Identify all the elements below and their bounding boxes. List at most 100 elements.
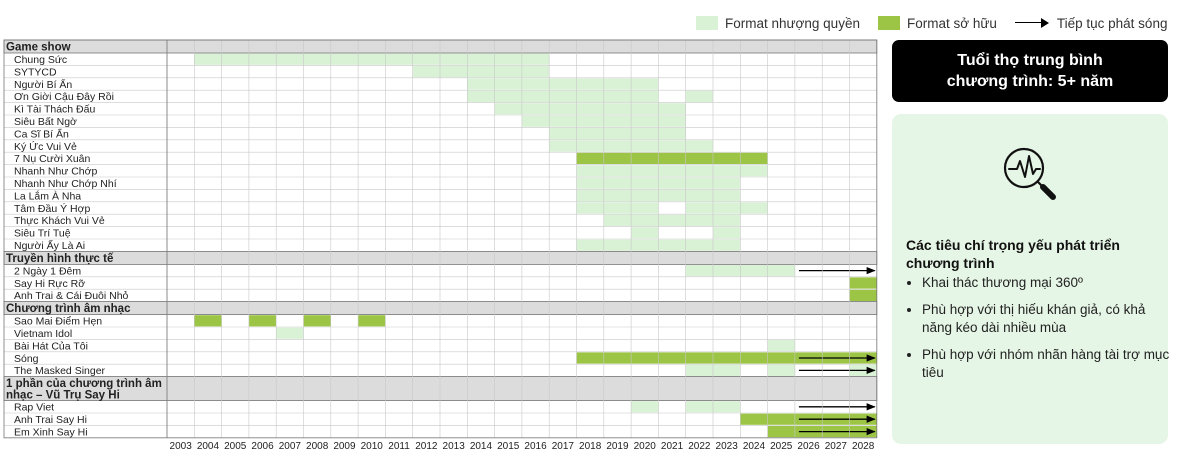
timeline-bar — [276, 327, 304, 339]
timeline-bar — [658, 214, 741, 226]
year-tick-label: 2023 — [716, 441, 739, 452]
year-tick-label: 2012 — [415, 441, 438, 452]
timeline-bar — [576, 239, 659, 251]
year-tick-label: 2006 — [251, 441, 274, 452]
timeline-bar — [849, 277, 877, 289]
row-label: Vietnam Idol — [14, 328, 72, 340]
group-header — [3, 301, 878, 316]
timeline-bar — [494, 103, 686, 115]
year-tick-label: 2022 — [688, 441, 711, 452]
criteria-panel: Các tiêu chí trọng yếu phát triển chương… — [892, 114, 1169, 444]
year-tick-label: 2021 — [661, 441, 684, 452]
arrow-right-icon — [1014, 16, 1049, 30]
timeline-bar — [767, 426, 795, 438]
year-tick-label: 2028 — [852, 441, 875, 452]
group-title: Game show — [6, 42, 71, 54]
row-label: Ca Sĩ Bí Ẩn — [14, 127, 69, 140]
year-tick-label: 2016 — [524, 441, 547, 452]
row-label: Siêu Bất Ngờ — [14, 116, 77, 128]
year-tick-label: 2005 — [224, 441, 247, 452]
year-tick-label: 2014 — [470, 441, 493, 452]
legend-licensed: Format nhượng quyền — [696, 16, 860, 31]
row-label: Người Bí Ẩn — [14, 78, 72, 91]
year-tick-label: 2026 — [797, 441, 820, 452]
year-tick-label: 2004 — [197, 441, 220, 452]
row-label: Nhanh Như Chớp Nhí — [14, 178, 117, 190]
group-title: Truyền hình thực tế — [6, 253, 114, 265]
row-label: SYTYCD — [14, 66, 57, 78]
row-label: Anh Trai Say Hi — [14, 414, 87, 426]
timeline-bar — [576, 152, 768, 164]
timeline-bar — [467, 78, 659, 90]
licensed-swatch — [696, 16, 718, 30]
year-tick-label: 2025 — [770, 441, 793, 452]
row-label: Siêu Trí Tuệ — [14, 228, 71, 240]
row-label: La Lắm À Nha — [14, 189, 81, 202]
timeline-bar — [658, 239, 741, 251]
criteria-item: Phù hợp với thị hiếu khán giả, có khả nă… — [922, 301, 1178, 337]
year-tick-label: 2008 — [306, 441, 329, 452]
lifespan-box: Tuổi thọ trung bình chương trình: 5+ năm — [892, 40, 1168, 102]
legend-arrow-label: Tiếp tục phát sóng — [1056, 15, 1168, 31]
timeline-bar — [549, 128, 686, 140]
year-tick-label: 2007 — [279, 441, 302, 452]
timeline-bar — [576, 352, 877, 364]
legend: Format nhượng quyền Format sở hữu Tiếp t… — [696, 13, 1185, 33]
year-tick-label: 2015 — [497, 441, 520, 452]
group-header — [3, 39, 878, 54]
row-label: Sóng — [14, 353, 39, 365]
legend-arrow: Tiếp tục phát sóng — [1014, 15, 1168, 31]
timeline-bar — [576, 165, 768, 177]
row-label: Kì Tài Thách Đấu — [14, 104, 95, 116]
lifespan-line-2: chương trình: 5+ năm — [946, 73, 1114, 90]
row-label: Nhanh Như Chớp — [14, 166, 98, 178]
timeline-bar — [767, 364, 795, 376]
year-tick-label: 2020 — [634, 441, 657, 452]
chart-frame — [3, 39, 878, 439]
year-tick-label: 2019 — [606, 441, 629, 452]
legend-licensed-label: Format nhượng quyền — [725, 15, 860, 31]
timeline-bar — [248, 315, 277, 327]
timeline-bar — [631, 227, 659, 239]
heartbeat-magnifier-icon — [1003, 147, 1056, 200]
row-label: 7 Nụ Cười Xuân — [14, 153, 91, 165]
timeline-bar — [685, 190, 713, 202]
timeline-bar — [767, 340, 795, 352]
year-tick-label: 2010 — [361, 441, 384, 452]
timeline-bar — [358, 315, 386, 327]
row-label: Ký Ức Vui Vẻ — [14, 140, 77, 153]
legend-owned-label: Format sở hữu — [906, 15, 997, 31]
legend-owned: Format sở hữu — [877, 15, 997, 31]
year-tick-label: 2011 — [388, 441, 410, 452]
timeline-bar — [713, 190, 741, 202]
row-label: Bài Hát Của Tôi — [14, 340, 88, 352]
timeline-bar — [303, 315, 331, 327]
group-title: nhạc – Vũ Trụ Say Hi — [6, 390, 120, 402]
timeline-bar — [685, 202, 713, 214]
row-label: Thực Khách Vui Vẻ — [14, 215, 105, 227]
timeline-bar — [467, 90, 659, 102]
timeline-bar — [849, 289, 877, 301]
timeline-bar — [576, 202, 659, 214]
row-label: Người Ấy Là Ai — [14, 239, 85, 252]
year-tick-label: 2017 — [552, 441, 575, 452]
row-label: Tâm Đầu Ý Hợp — [14, 202, 90, 215]
timeline-bar — [631, 401, 659, 413]
row-label: Anh Trai & Cái Đuôi Nhỏ — [14, 290, 129, 302]
group-header — [3, 250, 878, 265]
row-label: Sao Mai Điểm Hẹn — [14, 316, 102, 328]
row-label: Em Xinh Say Hi — [14, 426, 88, 438]
row-label: The Masked Singer — [14, 365, 106, 377]
row-label: Chung Sức — [14, 54, 67, 66]
year-tick-label: 2024 — [743, 441, 766, 452]
group-title: Chương trình âm nhạc — [6, 303, 131, 315]
year-tick-label: 2003 — [170, 441, 193, 452]
year-tick-label: 2018 — [579, 441, 602, 452]
timeline-bar — [194, 315, 222, 327]
year-tick-label: 2027 — [825, 441, 848, 452]
timeline-bar — [194, 53, 550, 65]
group-title: 1 phần của chương trình âm — [6, 378, 162, 390]
timeline-bar — [685, 90, 713, 102]
timeline-bar — [713, 227, 741, 239]
